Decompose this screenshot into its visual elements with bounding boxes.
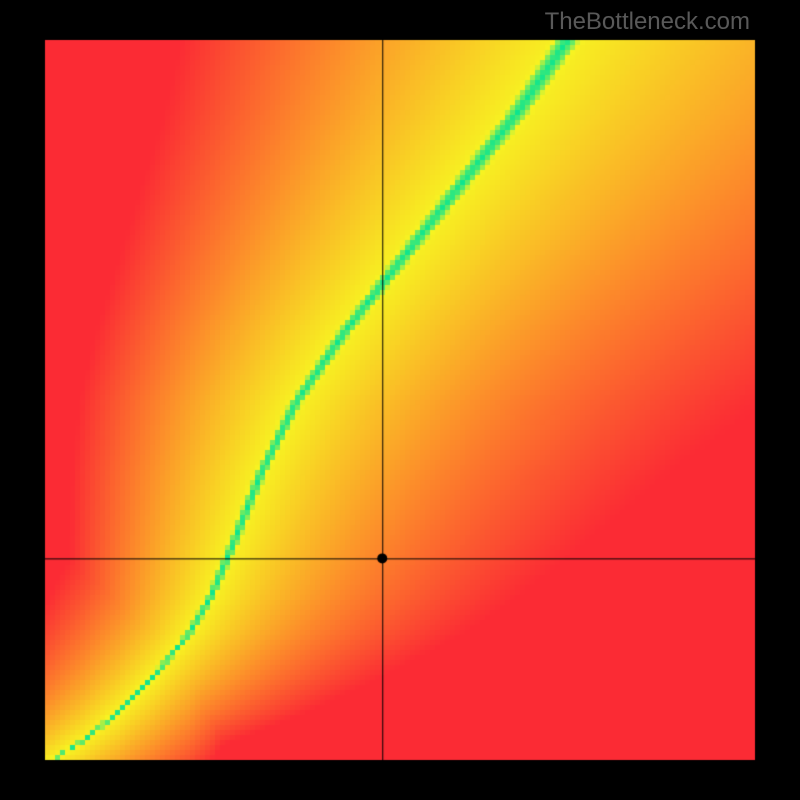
chart-root: { "watermark": { "text": "TheBottleneck.… — [0, 0, 800, 800]
watermark-text: TheBottleneck.com — [545, 8, 750, 36]
heatmap-canvas — [0, 0, 800, 800]
